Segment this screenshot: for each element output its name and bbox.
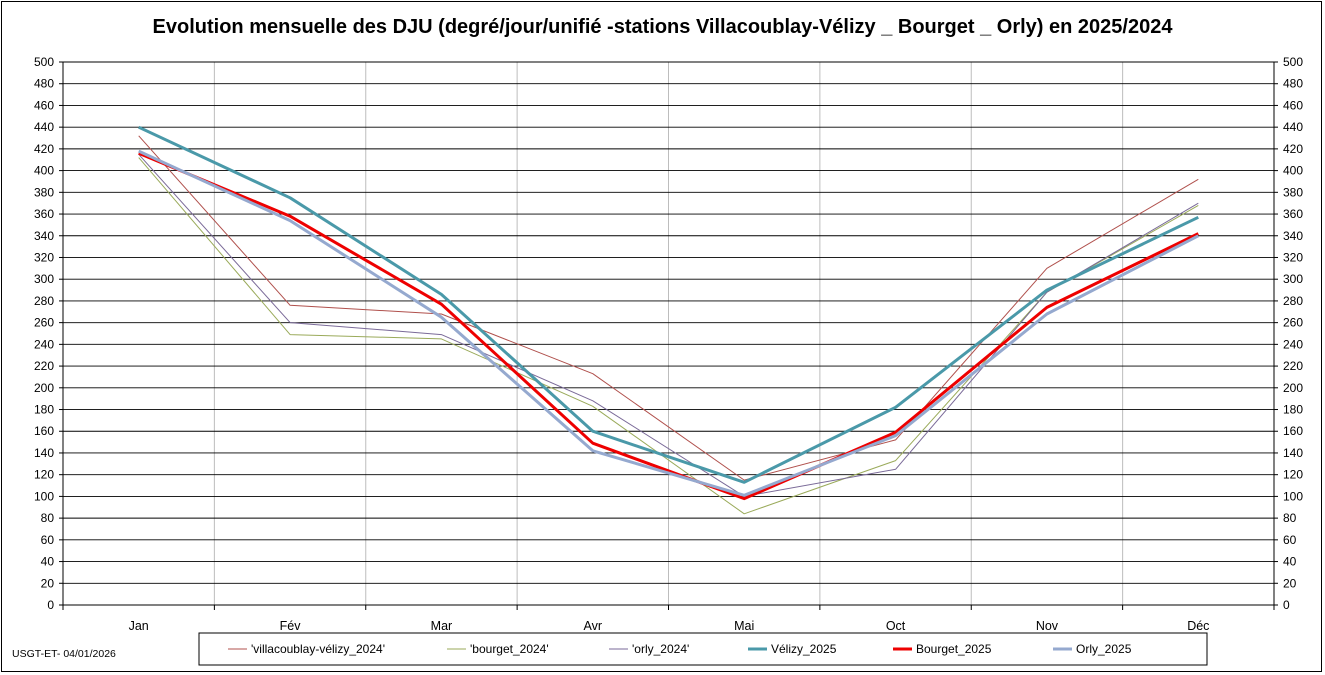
legend-label: Bourget_2025 — [916, 642, 992, 656]
y2-tick-label: 100 — [1283, 489, 1303, 503]
legend-label: 'villacoublay-vélizy_2024' — [251, 642, 385, 656]
y-tick-label: 460 — [34, 98, 54, 112]
y-tick-label: 140 — [34, 446, 54, 460]
y-tick-label: 100 — [34, 489, 54, 503]
y-tick-label: 160 — [34, 424, 54, 438]
x-tick-label: Mai — [734, 619, 754, 633]
y-tick-label: 440 — [34, 120, 54, 134]
y2-tick-label: 40 — [1283, 555, 1297, 569]
x-tick-label: Jan — [129, 619, 149, 633]
series-layer — [138, 125, 1199, 515]
y2-tick-label: 260 — [1283, 316, 1303, 330]
y-tick-label: 40 — [41, 555, 55, 569]
x-tick-label: Nov — [1036, 619, 1059, 633]
y2-tick-label: 180 — [1283, 403, 1303, 417]
series-line — [138, 157, 1199, 515]
y-tick-label: 260 — [34, 316, 54, 330]
y-tick-label: 500 — [34, 55, 54, 69]
y2-tick-label: 240 — [1283, 337, 1303, 351]
legend-label: 'bourget_2024' — [470, 642, 549, 656]
y2-tick-label: 460 — [1283, 98, 1303, 112]
y-tick-label: 380 — [34, 185, 54, 199]
y2-tick-label: 160 — [1283, 424, 1303, 438]
y2-tick-label: 220 — [1283, 359, 1303, 373]
y2-tick-label: 300 — [1283, 272, 1303, 286]
y-tick-label: 220 — [34, 359, 54, 373]
x-tick-label: Fév — [280, 619, 302, 633]
series-line — [138, 125, 1199, 484]
y2-tick-label: 380 — [1283, 185, 1303, 199]
y-tick-label: 340 — [34, 229, 54, 243]
y2-tick-label: 360 — [1283, 207, 1303, 221]
y-tick-label: 420 — [34, 142, 54, 156]
y-tick-label: 360 — [34, 207, 54, 221]
x-tick-label: Déc — [1187, 619, 1209, 633]
y2-tick-label: 60 — [1283, 533, 1297, 547]
y2-tick-label: 400 — [1283, 164, 1303, 178]
y2-tick-label: 0 — [1283, 598, 1290, 612]
legend-label: Vélizy_2025 — [771, 642, 837, 656]
y-tick-label: 180 — [34, 403, 54, 417]
y-tick-label: 60 — [41, 533, 55, 547]
y-tick-label: 0 — [47, 598, 54, 612]
y-tick-label: 240 — [34, 337, 54, 351]
y-tick-label: 480 — [34, 77, 54, 91]
axis-layer: 0 0 20 20 40 40 60 60 80 80 100 100 120 120 140 140 160 1… — [34, 55, 1303, 633]
series-line — [138, 135, 1199, 481]
legend-label: Orly_2025 — [1076, 642, 1132, 656]
y2-tick-label: 80 — [1283, 511, 1297, 525]
x-tick-label: Mar — [431, 619, 453, 633]
y-tick-label: 300 — [34, 272, 54, 286]
y2-tick-label: 320 — [1283, 250, 1303, 264]
y2-tick-label: 20 — [1283, 576, 1297, 590]
x-tick-label: Oct — [886, 619, 906, 633]
y2-tick-label: 420 — [1283, 142, 1303, 156]
y2-tick-label: 120 — [1283, 468, 1303, 482]
series-line — [138, 153, 1199, 497]
y-tick-label: 120 — [34, 468, 54, 482]
chart-title: Evolution mensuelle des DJU (degré/jour/… — [152, 16, 1173, 38]
y-tick-label: 320 — [34, 250, 54, 264]
series-line — [138, 151, 1199, 501]
legend-label: 'orly_2024' — [632, 642, 689, 656]
y2-tick-label: 200 — [1283, 381, 1303, 395]
y2-tick-label: 280 — [1283, 294, 1303, 308]
y2-tick-label: 500 — [1283, 55, 1303, 69]
y-tick-label: 280 — [34, 294, 54, 308]
y-tick-label: 20 — [41, 576, 55, 590]
legend-box — [198, 632, 1208, 666]
legend: 'villacoublay-vélizy_2024' 'bourget_2024'… — [198, 632, 1208, 666]
x-tick-label: Avr — [584, 619, 603, 633]
y-tick-label: 400 — [34, 164, 54, 178]
y2-tick-label: 440 — [1283, 120, 1303, 134]
footer-note: USGT-ET- 04/01/2026 — [12, 648, 116, 660]
y2-tick-label: 340 — [1283, 229, 1303, 243]
y-tick-label: 80 — [41, 511, 55, 525]
y-tick-label: 200 — [34, 381, 54, 395]
series-line — [138, 149, 1199, 497]
y2-tick-label: 480 — [1283, 77, 1303, 91]
grid-layer — [63, 61, 1274, 606]
y2-tick-label: 140 — [1283, 446, 1303, 460]
